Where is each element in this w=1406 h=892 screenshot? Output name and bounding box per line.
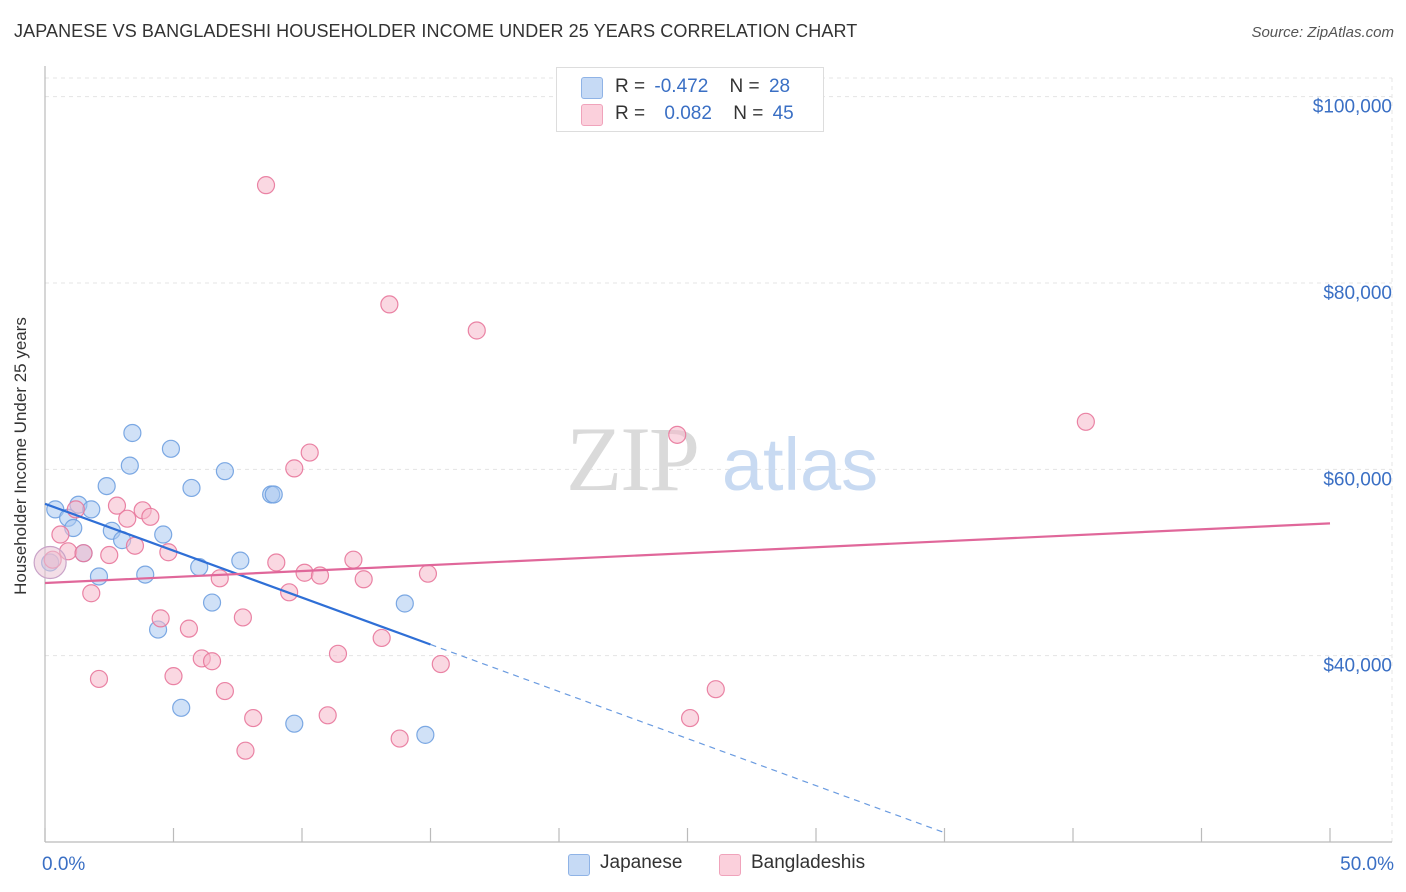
- bottom-legend-swatch-japanese: [568, 854, 590, 876]
- point-bangladeshis-41: [706, 680, 725, 699]
- chart-title: JAPANESE VS BANGLADESHI HOUSEHOLDER INCO…: [14, 21, 858, 41]
- point-bangladeshis-8: [107, 496, 127, 515]
- watermark-zip: ZIP: [566, 408, 698, 510]
- point-japanese-25: [395, 594, 414, 613]
- watermark-atlas: atlas: [722, 423, 878, 506]
- y-tick-label-0: $40,000: [1323, 656, 1392, 677]
- point-bangladeshis-36: [418, 564, 438, 583]
- point-bangladeshis-34: [380, 295, 399, 314]
- point-japanese-23: [264, 485, 283, 504]
- point-bangladeshis-15: [164, 667, 183, 686]
- legend-n-value-bangladeshis: 45: [772, 103, 794, 124]
- legend-n-value-japanese: 28: [768, 76, 791, 97]
- point-bangladeshis-20: [215, 681, 234, 701]
- legend-r-value-japanese: -0.472: [654, 76, 709, 97]
- point-japanese-11: [123, 423, 142, 443]
- point-cluster-origin: [33, 545, 67, 580]
- gridlines: [45, 77, 1393, 842]
- legend-r-label: R =: [615, 103, 646, 124]
- point-japanese-15: [161, 439, 181, 458]
- x-tick-labels: 0.0% 50.0%: [42, 854, 1394, 875]
- point-bangladeshis-21: [233, 608, 252, 627]
- point-bangladeshis-6: [89, 669, 109, 689]
- legend-swatch-bangladeshis: [581, 104, 603, 126]
- point-japanese-19: [202, 593, 222, 612]
- point-japanese-26: [416, 725, 435, 744]
- data-points: [33, 176, 1095, 760]
- point-bangladeshis-18: [202, 652, 222, 671]
- x-tick-label-0: 0.0%: [42, 854, 85, 875]
- trend-lines: [44, 502, 1331, 834]
- point-bangladeshis-26: [285, 459, 304, 478]
- point-bangladeshis-19: [210, 569, 229, 588]
- point-bangladeshis-16: [179, 619, 199, 638]
- legend-n-label: N =: [729, 76, 760, 97]
- bottom-legend-swatch-bangladeshis: [719, 854, 741, 876]
- bottom-legend-label-bangladeshis: Bangladeshis: [751, 852, 866, 873]
- legend-r-label: R =: [615, 76, 646, 97]
- point-bangladeshis-39: [668, 425, 687, 444]
- point-bangladeshis-31: [328, 644, 348, 663]
- point-bangladeshis-35: [390, 729, 409, 748]
- y-tick-label-2: $80,000: [1323, 283, 1392, 304]
- point-japanese-12: [136, 565, 155, 584]
- axes: [44, 66, 1392, 843]
- point-japanese-7: [97, 476, 116, 496]
- point-bangladeshis-23: [256, 176, 276, 195]
- legend-swatch-japanese: [581, 77, 603, 99]
- legend-r-value-bangladeshis: 0.082: [664, 103, 712, 124]
- point-japanese-16: [172, 698, 191, 717]
- point-bangladeshis-43: [236, 741, 255, 760]
- x-tick-label-1: 50.0%: [1340, 854, 1394, 875]
- point-bangladeshis-44: [344, 550, 363, 569]
- point-bangladeshis-30: [318, 706, 337, 725]
- point-japanese-14: [154, 525, 173, 544]
- point-japanese-10: [120, 456, 139, 475]
- legend: R = -0.472 N = 28 R = 0.082 N = 45: [556, 67, 824, 132]
- point-bangladeshis-4: [74, 544, 93, 563]
- point-japanese-17: [182, 478, 201, 498]
- y-tick-label-3: $100,000: [1313, 97, 1392, 118]
- y-tick-labels: $40,000 $60,000 $80,000 $100,000: [1313, 97, 1392, 677]
- y-axis-label: Householder Income Under 25 years: [11, 317, 30, 595]
- point-bangladeshis-7: [100, 545, 119, 565]
- point-japanese-24: [285, 714, 304, 733]
- point-japanese-5: [82, 500, 101, 519]
- point-bangladeshis-38: [467, 321, 486, 340]
- point-bangladeshis-22: [244, 708, 263, 728]
- point-bangladeshis-13: [151, 609, 170, 628]
- y-tick-label-1: $60,000: [1323, 469, 1392, 490]
- point-bangladeshis-1: [51, 525, 70, 544]
- point-japanese-20: [215, 462, 234, 481]
- source-credit: Source: ZipAtlas.com: [1251, 24, 1394, 41]
- trend-line-japanese-extension: [430, 643, 945, 834]
- point-bangladeshis-37: [431, 654, 450, 674]
- bottom-legend-label-japanese: Japanese: [600, 852, 683, 873]
- point-bangladeshis-24: [267, 553, 286, 572]
- point-bangladeshis-12: [141, 507, 160, 526]
- point-bangladeshis-28: [300, 443, 319, 462]
- point-bangladeshis-32: [354, 570, 373, 589]
- bottom-legend: Japanese Bangladeshis: [0, 852, 1406, 878]
- point-japanese-6: [89, 567, 109, 586]
- point-bangladeshis-33: [372, 628, 391, 648]
- point-bangladeshis-42: [1076, 412, 1095, 431]
- trend-line-bangladeshis: [44, 522, 1331, 585]
- point-bangladeshis-5: [82, 584, 101, 603]
- point-bangladeshis-40: [680, 708, 700, 728]
- point-japanese-21: [231, 551, 250, 570]
- point-bangladeshis-9: [118, 509, 137, 528]
- watermark: ZIP atlas: [566, 408, 878, 510]
- legend-n-label: N =: [733, 103, 764, 124]
- point-bangladeshis-27: [295, 563, 314, 582]
